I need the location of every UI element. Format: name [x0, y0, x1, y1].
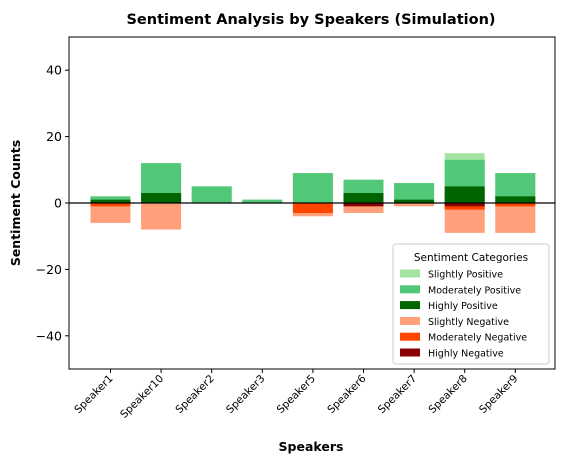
y-axis-label: Sentiment Counts: [8, 140, 23, 266]
legend-label-slightly-positive: Slightly Positive: [428, 270, 503, 281]
legend-swatch-highly-positive: [400, 301, 420, 310]
x-tick-label-speaker5: Speaker5: [275, 373, 318, 416]
bar-slightly-negative-speaker1: [90, 203, 131, 223]
legend-label-moderately-negative: Moderately Negative: [428, 333, 527, 344]
bar-highly-positive-speaker9: [495, 196, 536, 203]
y-tick-label: −40: [36, 328, 62, 343]
bar-slightly-negative-speaker10: [141, 203, 182, 230]
x-tick-label-speaker7: Speaker7: [376, 373, 419, 416]
x-tick-label-speaker2: Speaker2: [173, 373, 216, 416]
bar-moderately-negative-speaker5: [292, 203, 333, 213]
bars-layer: [90, 153, 536, 233]
bar-highly-negative-speaker6: [343, 203, 384, 207]
bar-highly-positive-speaker8: [444, 186, 485, 203]
legend-box: [392, 243, 550, 365]
chart-title: Sentiment Analysis by Speakers (Simulati…: [126, 12, 495, 28]
x-tick-label-speaker6: Speaker6: [325, 372, 369, 416]
x-axis-label: Speakers: [279, 439, 344, 454]
bar-moderately-positive-speaker5: [292, 173, 333, 203]
bar-highly-positive-speaker7: [394, 199, 435, 203]
x-tick-label-speaker10: Speaker10: [118, 373, 166, 421]
legend-swatch-moderately-negative: [400, 332, 420, 341]
legend-title: Sentiment Categories: [414, 252, 528, 264]
legend: Sentiment Categories Slightly Positive Mo…: [392, 243, 550, 365]
x-tick-label-speaker3: Speaker3: [224, 373, 267, 416]
bar-highly-positive-speaker6: [343, 193, 384, 203]
legend-label-highly-positive: Highly Positive: [428, 301, 498, 312]
x-tick-label-speaker1: Speaker1: [72, 373, 115, 416]
bar-moderately-negative-speaker9: [495, 203, 536, 207]
bar-highly-positive-speaker1: [90, 199, 131, 203]
x-axis-ticks: Speaker1 Speaker10 Speaker2 Speaker3 Speaker…: [72, 369, 520, 421]
bar-slightly-negative-speaker7: [394, 203, 435, 207]
legend-label-moderately-positive: Moderately Positive: [428, 285, 521, 296]
y-tick-label: 40: [46, 63, 62, 78]
legend-swatch-slightly-positive: [400, 269, 420, 278]
y-tick-label: 20: [46, 129, 62, 144]
bar-highly-positive-speaker10: [141, 193, 182, 203]
y-tick-label: 0: [54, 196, 62, 211]
legend-label-highly-negative: Highly Negative: [428, 349, 504, 360]
bar-moderately-positive-speaker2: [191, 186, 232, 203]
bar-highly-negative-speaker8: [444, 203, 485, 207]
legend-swatch-moderately-positive: [400, 285, 420, 294]
x-tick-label-speaker8: Speaker8: [426, 373, 469, 416]
legend-swatch-slightly-negative: [400, 316, 420, 325]
bar-slightly-negative-speaker6: [343, 203, 384, 213]
y-axis-ticks: −40 −20 0 20 40: [36, 63, 69, 343]
y-tick-label: −20: [36, 262, 62, 277]
legend-swatch-highly-negative: [400, 348, 420, 357]
x-tick-label-speaker9: Speaker9: [477, 373, 520, 416]
legend-label-slightly-negative: Slightly Negative: [428, 317, 509, 328]
bar-moderately-positive-speaker3: [242, 199, 283, 203]
bar-slightly-negative-speaker9: [495, 203, 536, 233]
bar-moderately-negative-speaker1: [90, 203, 131, 207]
bar-moderately-positive-speaker7: [394, 183, 435, 203]
